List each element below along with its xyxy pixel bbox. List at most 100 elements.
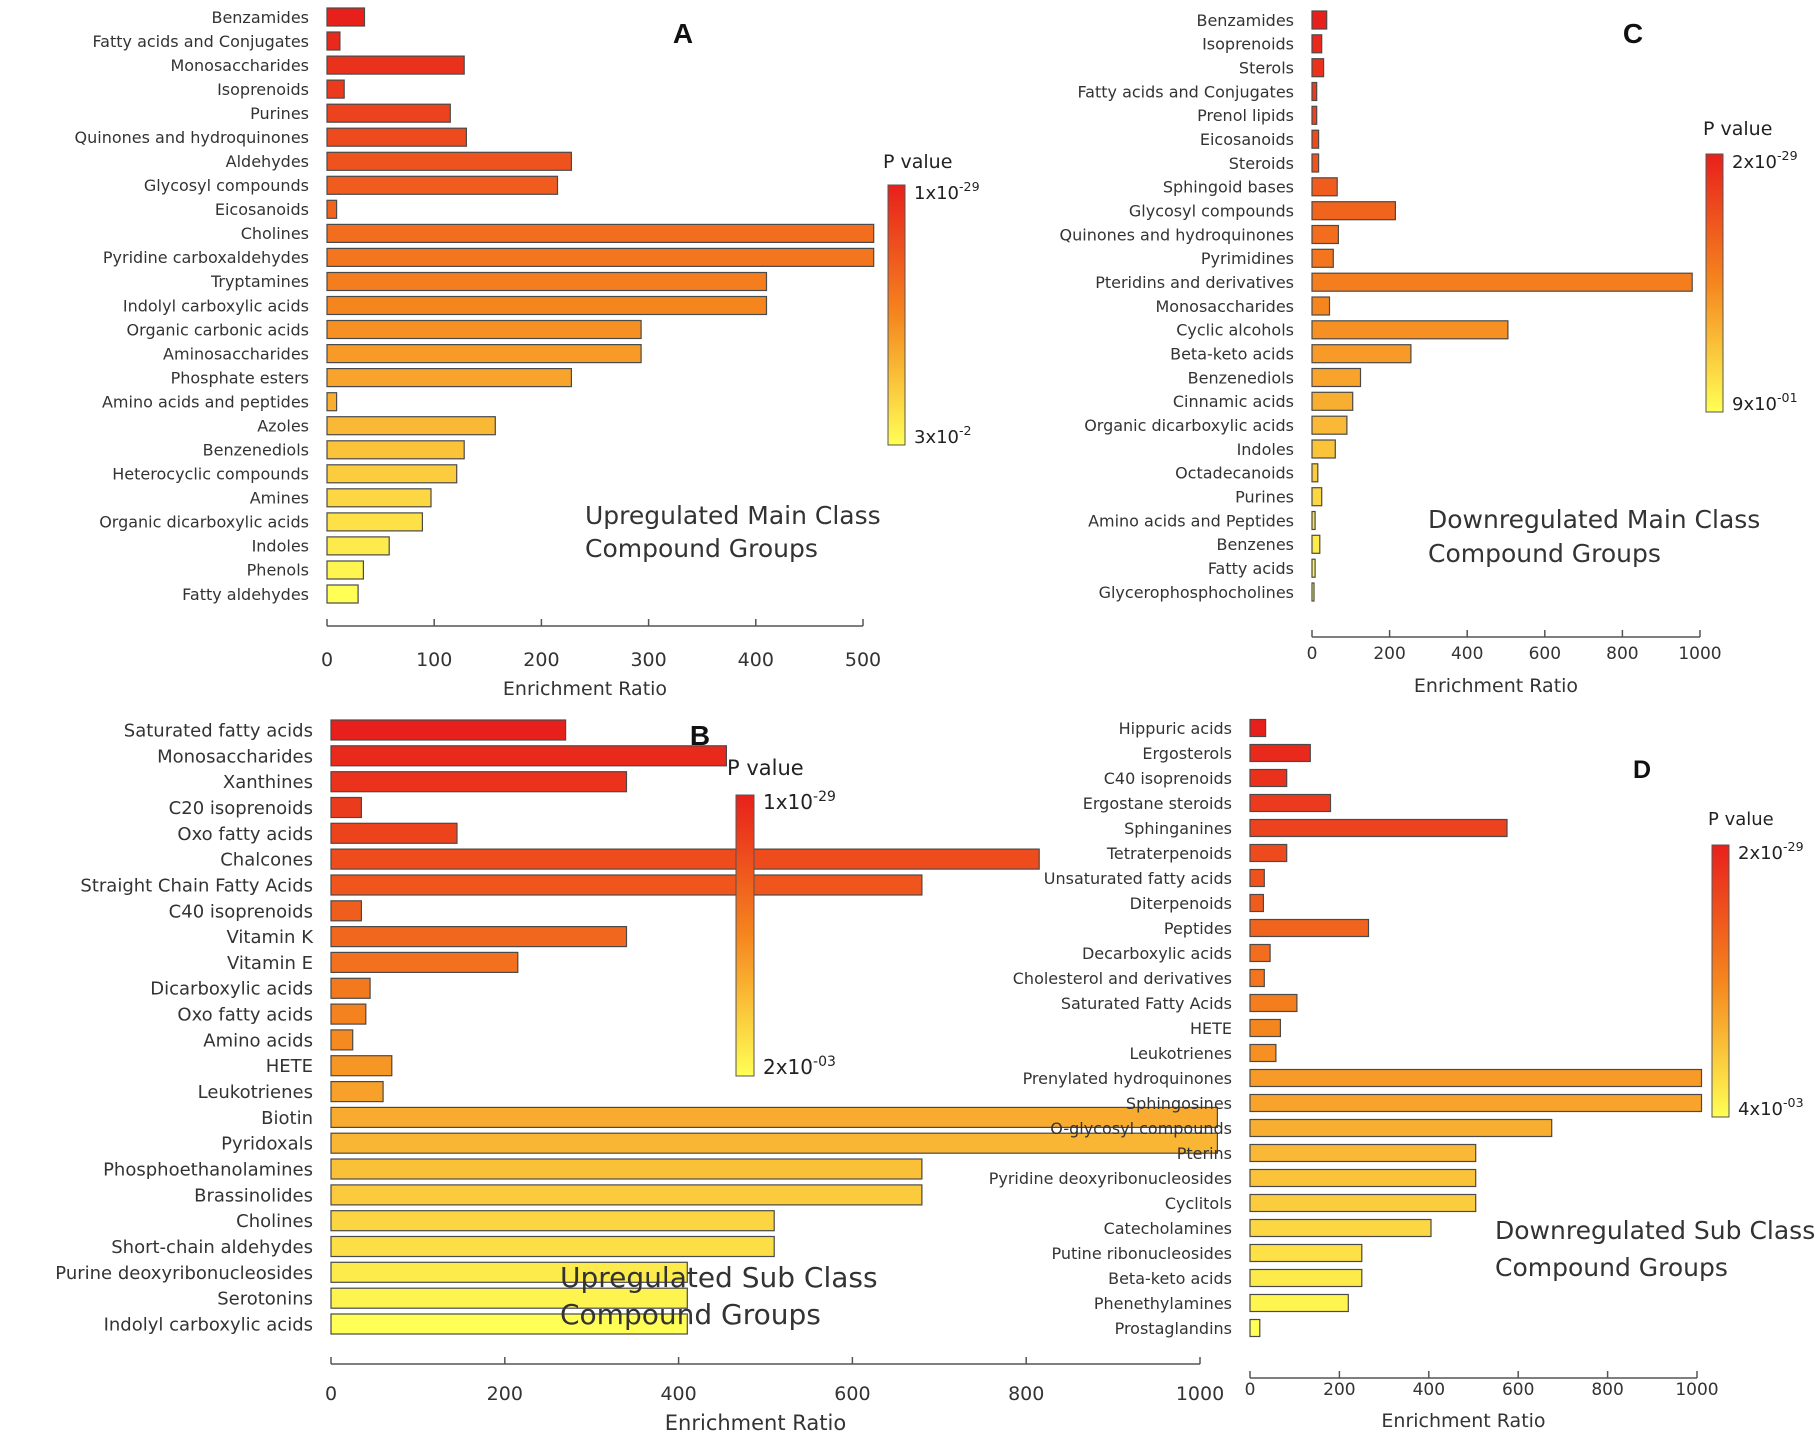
x-tick-label: 1000 [1678, 644, 1721, 664]
bar [1249, 1318, 1261, 1338]
category-label: Prenol lipids [1197, 106, 1294, 125]
pvalue-colorbar [1705, 153, 1724, 413]
category-label: Indolyl carboxylic acids [104, 1315, 313, 1336]
chart-caption-line: Upregulated Main Class [585, 501, 881, 530]
x-tick-label: 600 [1529, 644, 1561, 664]
x-tick-label: 200 [1373, 644, 1405, 664]
x-tick-label: 400 [1451, 644, 1483, 664]
category-label: Fatty acids and Conjugates [1077, 82, 1294, 101]
bar [330, 1080, 384, 1103]
category-label: Amino acids and peptides [102, 392, 309, 411]
category-label: Oxo fatty acids [177, 1005, 313, 1026]
category-label: Eicosanoids [215, 200, 309, 219]
bar [1311, 582, 1315, 602]
bar [326, 560, 365, 580]
bar [1311, 415, 1348, 435]
category-label: Dicarboxylic acids [150, 979, 313, 1000]
category-label: C40 isoprenoids [169, 901, 313, 922]
category-label: Sphinganines [1124, 819, 1232, 838]
bar [330, 874, 923, 896]
bar [1311, 558, 1316, 578]
bar [1311, 272, 1693, 292]
category-label: Benzenediols [1188, 368, 1294, 387]
bar [1249, 943, 1271, 963]
category-label: Organic carbonic acids [127, 320, 309, 339]
bar [330, 745, 727, 767]
legend-value: 9x10-01 [1732, 390, 1798, 415]
category-label: Unsaturated fatty acids [1044, 869, 1232, 888]
bar [326, 127, 467, 147]
category-label: Purines [250, 104, 309, 123]
category-label: Peptides [1164, 919, 1232, 938]
panel-c: Benzamides Isoprenoids Sterols Fatty acids … [1060, 10, 1798, 697]
category-label: Purines [1235, 487, 1294, 506]
category-label: Short-chain aldehydes [111, 1237, 313, 1258]
bar [1311, 153, 1320, 173]
category-label: Indoles [1237, 440, 1294, 459]
bar [1249, 993, 1298, 1013]
category-label: Eicosanoids [1200, 130, 1294, 149]
chart-caption-line: Compound Groups [1495, 1253, 1728, 1282]
panel-letter: C [1623, 18, 1643, 49]
category-label: Monosaccharides [1155, 297, 1294, 316]
chart-caption-line: Downregulated Main Class [1428, 505, 1760, 534]
category-label: Pterins [1177, 1144, 1232, 1163]
legend-value-exponent: -01 [1777, 390, 1798, 405]
category-label: Octadecanoids [1175, 464, 1294, 483]
bar [1311, 129, 1320, 149]
chart-caption-line: Downregulated Sub Class [1495, 1216, 1815, 1245]
category-label: Isoprenoids [217, 80, 309, 99]
category-label: Fatty aldehydes [182, 585, 309, 604]
bar [326, 344, 642, 364]
bar [1311, 224, 1339, 245]
bar [326, 271, 768, 292]
category-label: Xanthines [223, 772, 313, 793]
category-label: Fatty acids [1208, 559, 1294, 578]
x-tick-label: 0 [325, 1383, 337, 1405]
bar [1249, 768, 1288, 788]
x-tick-label: 800 [1008, 1383, 1044, 1405]
category-label: Amino acids and Peptides [1088, 511, 1294, 530]
pvalue-colorbar [735, 794, 755, 1077]
bar [1311, 320, 1509, 340]
chart-caption-line: Compound Groups [560, 1298, 821, 1331]
category-label: Tetraterpenoids [1106, 844, 1232, 863]
category-label: Phosphoethanolamines [103, 1160, 313, 1181]
panel-letter: B [690, 720, 710, 751]
bar [330, 1003, 367, 1025]
bar [326, 151, 572, 171]
category-label: Sterols [1239, 58, 1294, 77]
category-label: Aminosaccharides [163, 344, 309, 363]
panel-d: Hippuric acids Ergosterols C40 isoprenoids… [989, 719, 1816, 1432]
category-label: Cholines [241, 224, 309, 243]
category-label: Biotin [261, 1108, 313, 1129]
bar [1249, 1193, 1477, 1213]
chart-caption-line: Upregulated Sub Class [560, 1261, 878, 1294]
bar [326, 223, 875, 243]
bar [330, 1287, 688, 1309]
bar [1249, 1243, 1363, 1263]
bar [330, 1132, 1219, 1154]
x-tick-label: 1000 [1176, 1383, 1224, 1405]
bar [1249, 1143, 1477, 1163]
category-label: Hippuric acids [1119, 719, 1232, 738]
x-tick-label: 800 [1606, 644, 1638, 664]
bar [1311, 248, 1334, 268]
bar [1249, 1218, 1432, 1238]
bar [1249, 843, 1288, 863]
bar [330, 1313, 688, 1335]
category-label: Tryptamines [210, 272, 309, 291]
category-label: Beta-keto acids [1170, 344, 1294, 363]
bar [326, 368, 572, 388]
bar [1311, 34, 1323, 54]
bar [1249, 968, 1265, 988]
bar [330, 1029, 354, 1051]
bar [326, 319, 642, 340]
legend-value-base: 4x10 [1738, 1099, 1783, 1120]
bar [1249, 743, 1311, 763]
category-label: Sphingoid bases [1163, 178, 1294, 197]
category-label: Sphingosines [1126, 1094, 1232, 1113]
legend-value: 2x10-29 [1738, 839, 1804, 864]
bar [326, 392, 338, 412]
bar [1311, 105, 1318, 125]
